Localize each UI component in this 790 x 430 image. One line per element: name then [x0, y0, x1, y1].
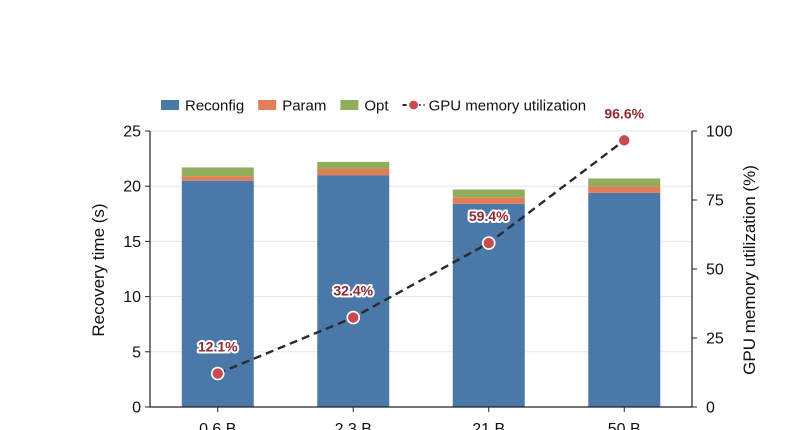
y-tick-label: 0: [132, 400, 141, 417]
legend-swatch: [161, 100, 179, 110]
legend-label: Reconfig: [185, 98, 244, 115]
y2-axis-title: GPU memory utilization (%): [740, 165, 759, 375]
stacked-bars: [181, 161, 661, 407]
y2-tick-label: 75: [706, 193, 724, 210]
y2-tick-label: 100: [706, 124, 733, 141]
legend-label: Opt: [364, 98, 389, 115]
gpu-utilization-path: [217, 139, 625, 375]
y2-tick-label: 25: [706, 331, 724, 348]
gpu-utilization-label: 96.6%: [604, 105, 644, 121]
y2-tick-label: 0: [706, 400, 715, 417]
y-tick-label: 5: [132, 344, 141, 361]
gpu-utilization-label: 32.4%: [333, 283, 373, 299]
legend-marker: [407, 99, 420, 111]
legend-label: GPU memory utilization: [429, 98, 587, 115]
gpu-utilization-point: [210, 366, 225, 381]
gpu-utilization-point: [481, 236, 496, 250]
bar-param: [588, 186, 661, 193]
x-tick-label: 0.6 B: [199, 421, 236, 430]
bar-opt: [181, 167, 254, 177]
gpu-utilization-point: [617, 133, 632, 148]
bar-reconfig: [588, 192, 661, 407]
axes: 0 5 10 15 20 25 0 25 50 75 100 0.6 B 2.3 B 21 B 50 B: [123, 124, 733, 430]
legend-swatch: [258, 100, 277, 110]
gpu-utilization-line: 12.1% 32.4% 59.4% 96.6%: [196, 103, 647, 381]
bar-param: [317, 168, 390, 176]
y-axis-title: Recovery time (s): [89, 203, 108, 336]
bar-param: [452, 197, 525, 204]
gpu-utilization-point: [346, 310, 361, 325]
legend: Reconfig Param Opt GPU memory utilization: [161, 98, 586, 115]
y-tick-label: 25: [123, 124, 141, 141]
y-tick-label: 10: [123, 289, 141, 306]
bar-opt: [588, 178, 661, 187]
y-tick-label: 15: [123, 234, 141, 251]
legend-label: Param: [282, 98, 326, 115]
x-tick-label: 21 B: [472, 421, 505, 430]
y2-tick-label: 50: [706, 262, 724, 279]
x-tick-label: 50 B: [608, 421, 641, 430]
legend-swatch: [340, 100, 359, 110]
gpu-utilization-label: 59.4%: [469, 208, 509, 224]
bar-reconfig: [317, 175, 390, 407]
bar-opt: [317, 161, 390, 169]
bar-param: [181, 176, 254, 181]
gpu-utilization-label: 12.1%: [198, 339, 238, 355]
y-tick-label: 20: [123, 179, 141, 196]
bar-opt: [452, 189, 525, 198]
x-tick-label: 2.3 B: [335, 421, 372, 430]
bar-reconfig: [452, 203, 525, 407]
